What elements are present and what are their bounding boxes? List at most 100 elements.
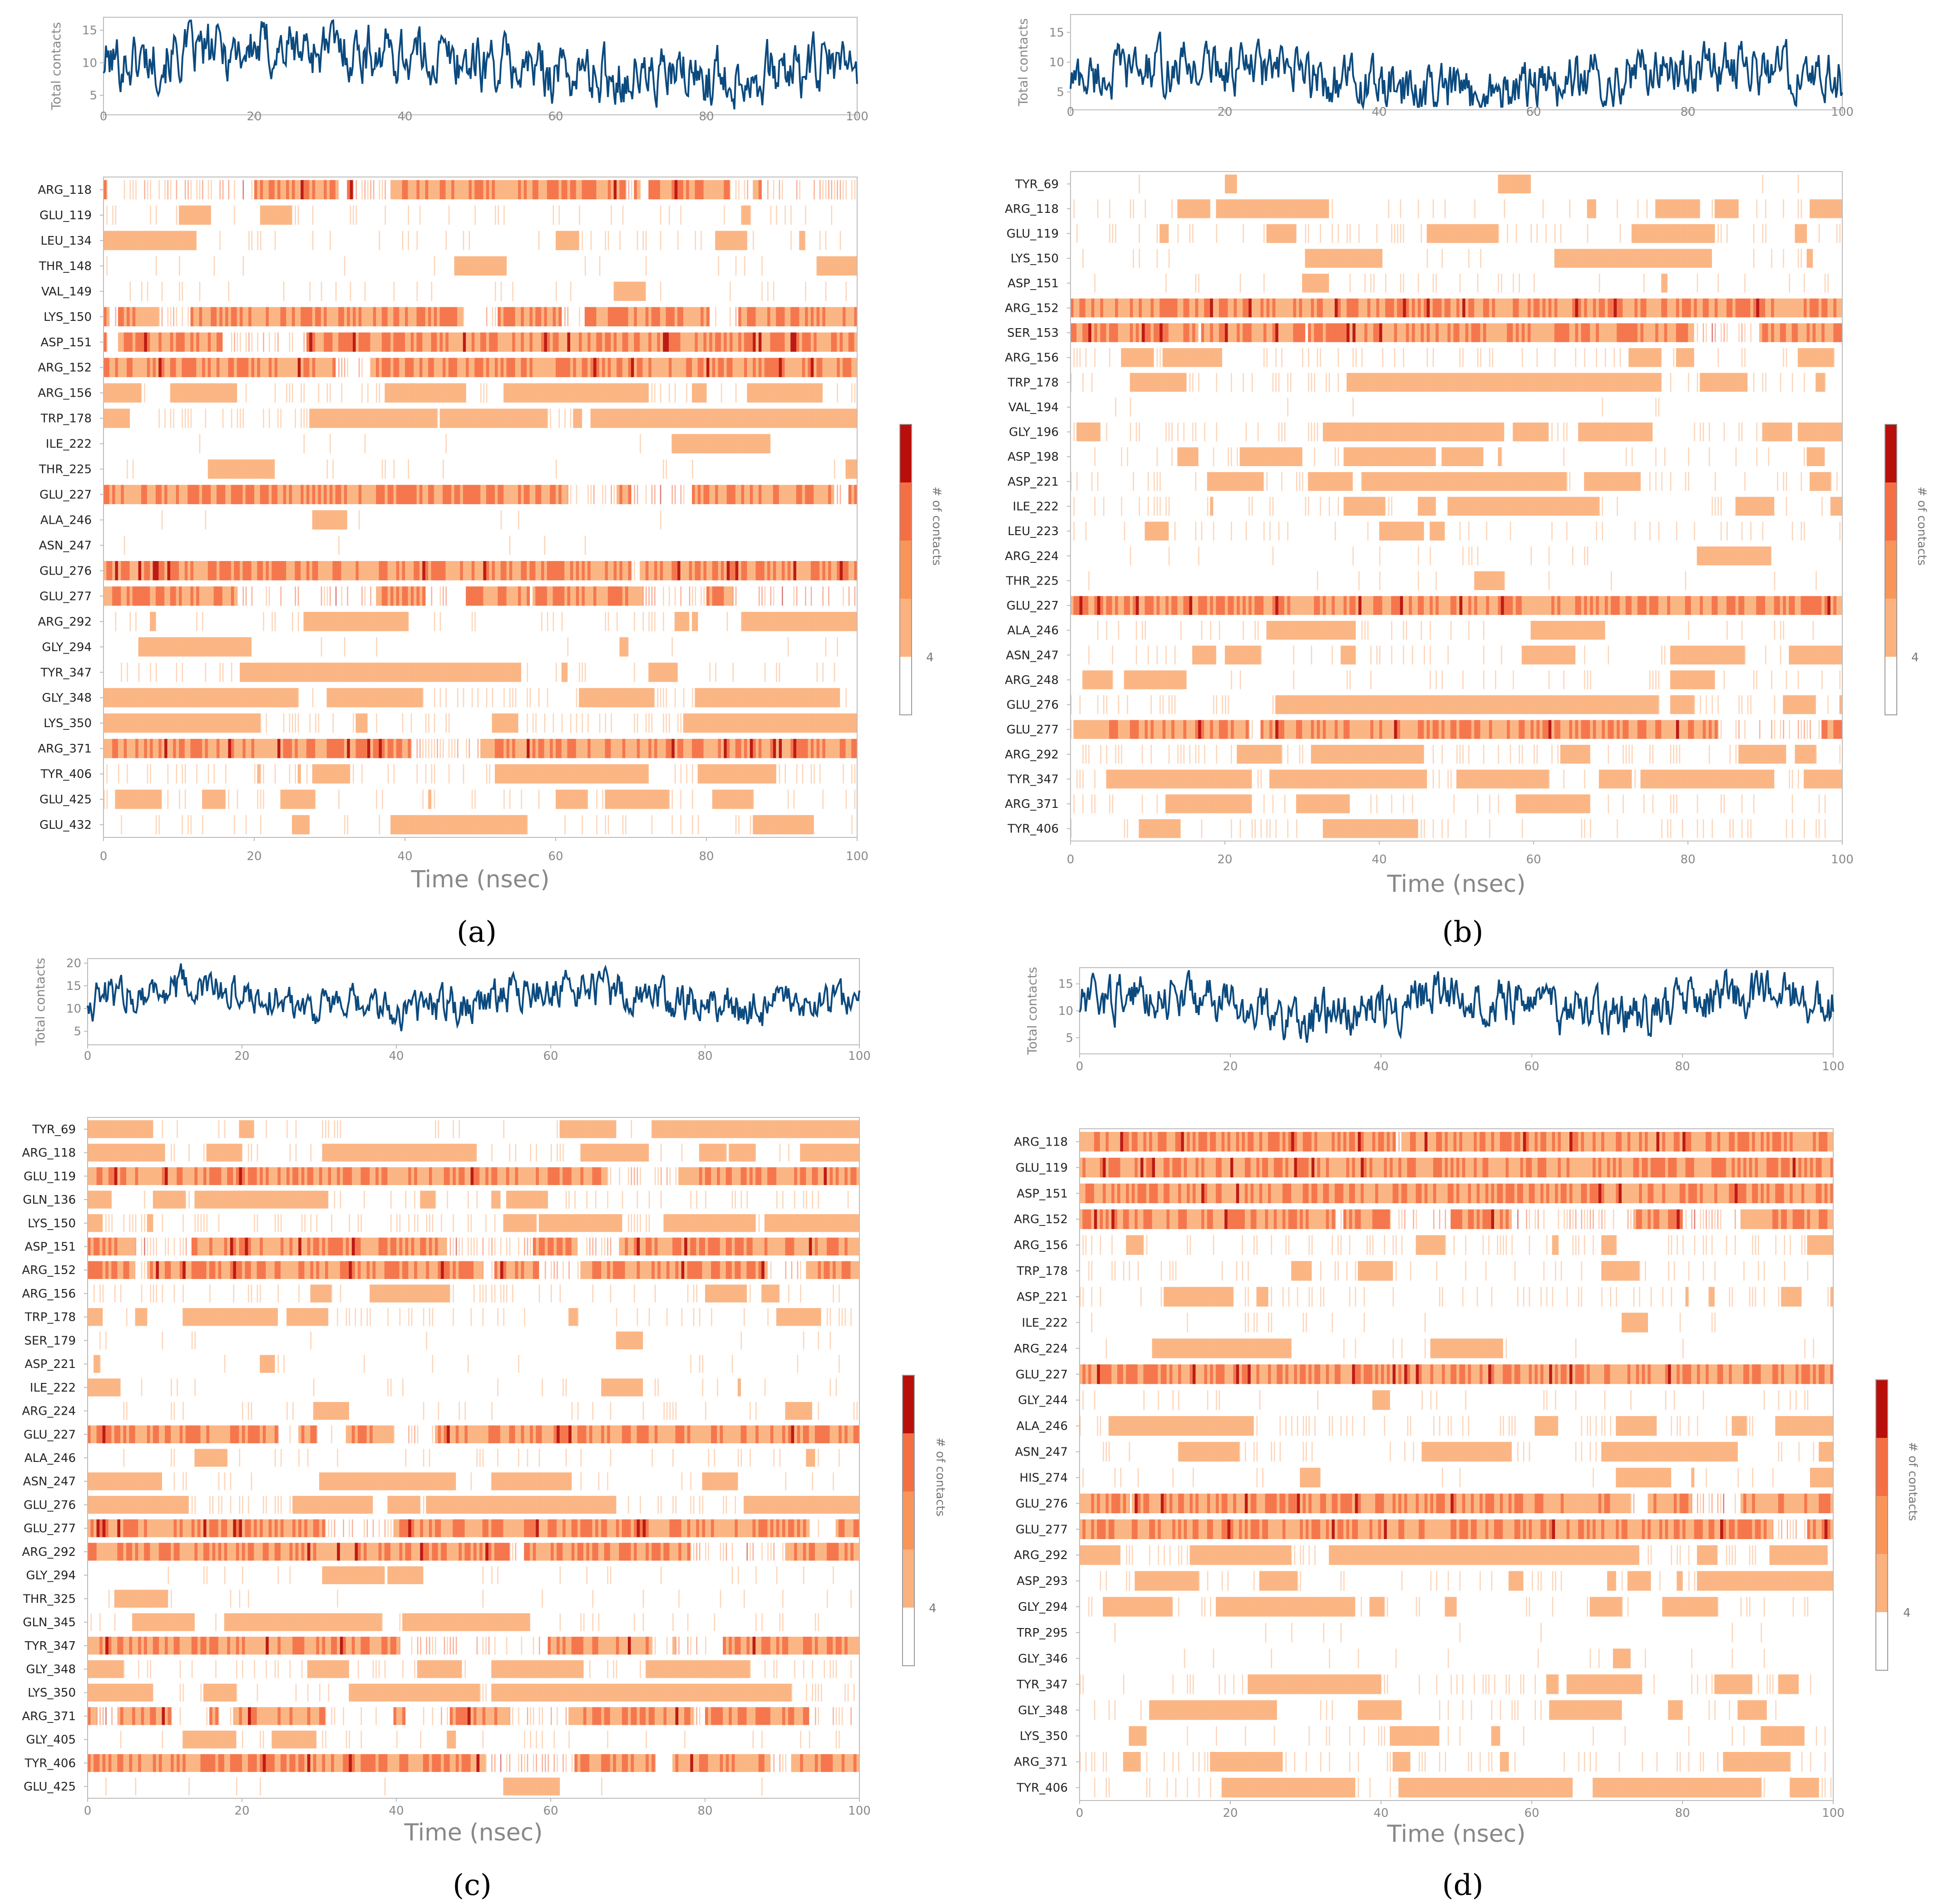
contact-cell: [324, 180, 327, 200]
contact-cell: [1679, 224, 1682, 243]
contact-cell: [457, 383, 460, 403]
contact-cell: [1091, 422, 1095, 442]
contact-cell: [805, 586, 806, 606]
contact-cell: [715, 408, 719, 428]
contact-cell: [561, 713, 563, 733]
contact-cell: [529, 688, 531, 708]
contact-cell: [347, 307, 350, 326]
contact-cell: [1430, 298, 1433, 318]
contact-cell: [854, 485, 858, 504]
contact-cell: [387, 358, 391, 377]
contact-cell: [1421, 323, 1424, 342]
contact-cell: [295, 561, 298, 581]
contact-cell: [636, 485, 638, 504]
contact-cell: [1388, 199, 1390, 218]
contact-cell: [425, 332, 429, 352]
contact-cell: [1661, 199, 1665, 218]
contact-cell: [153, 586, 156, 606]
contact-cell: [353, 332, 356, 352]
contact-cell: [593, 586, 597, 606]
contact-cell: [1302, 274, 1306, 293]
contact-cell: [1664, 224, 1668, 243]
contact-cell: [1720, 224, 1722, 243]
contact-cell: [753, 713, 756, 733]
contact-cell: [1741, 348, 1743, 367]
contact-cell: [758, 561, 762, 581]
contact-cell: [295, 485, 298, 504]
contact-cell: [645, 485, 647, 504]
contact-cell: [1180, 348, 1184, 367]
contact-cell: [1385, 373, 1389, 392]
contact-cell: [776, 688, 780, 708]
contact-cell: [521, 408, 524, 428]
contact-cell: [828, 307, 832, 326]
contact-cell: [1254, 298, 1258, 318]
contact-cell: [1195, 323, 1199, 342]
contact-cell: [257, 459, 261, 479]
contact-cell: [480, 256, 484, 276]
contact-cell: [776, 408, 780, 428]
contact-cell: [579, 586, 582, 606]
contact-cell: [654, 561, 658, 581]
contact-cell: [135, 180, 137, 200]
contact-cell: [1676, 348, 1679, 367]
contact-cell: [753, 561, 756, 581]
heatmap-row-asp_151: [104, 332, 858, 352]
contact-cell: [129, 307, 133, 326]
contact-cell: [1483, 298, 1486, 318]
contact-cell: [379, 663, 382, 682]
contact-cell: [245, 383, 247, 403]
contact-cell: [1231, 298, 1234, 318]
contact-cell: [1183, 323, 1187, 342]
contact-cell: [634, 485, 635, 504]
contact-cell: [1400, 373, 1403, 392]
contact-cell: [335, 738, 339, 758]
contact-cell: [115, 713, 118, 733]
contact-cell: [628, 281, 632, 301]
contact-cell: [845, 688, 847, 708]
contact-cell: [1168, 249, 1170, 268]
contact-cell: [640, 383, 643, 403]
contact-cell: [1216, 298, 1219, 318]
contact-cell: [825, 738, 829, 758]
contact-cell: [686, 408, 690, 428]
contact-cell: [173, 561, 177, 581]
contact-cell: [1231, 323, 1234, 342]
contact-cell: [1115, 224, 1116, 243]
contact-cell: [692, 408, 696, 428]
contact-cell: [509, 408, 513, 428]
contact-cell: [758, 713, 762, 733]
contact-cell: [674, 561, 678, 581]
contact-cell: [848, 612, 852, 631]
contact-cell: [312, 231, 314, 251]
contact-cell: [726, 408, 730, 428]
contact-cell: [1818, 323, 1822, 342]
contact-cell: [544, 586, 548, 606]
contact-cell: [506, 815, 510, 835]
contact-cell: [538, 485, 542, 504]
contact-cell: [321, 358, 324, 377]
contact-cell: [463, 231, 464, 251]
contact-cell: [385, 586, 388, 606]
contact-cell: [1545, 373, 1549, 392]
contact-cell: [271, 485, 275, 504]
contact-cell: [848, 256, 852, 276]
contact-cell: [451, 485, 455, 504]
contact-cell: [640, 738, 643, 758]
contact-cell: [1702, 224, 1706, 243]
contact-cell: [730, 789, 733, 809]
contact-cell: [1328, 298, 1332, 318]
contact-cell: [1266, 348, 1268, 367]
contact-cell: [709, 663, 710, 682]
contact-cell: [744, 789, 747, 809]
contact-cell: [1566, 249, 1569, 268]
contact-cell: [1706, 373, 1709, 392]
contact-cell: [408, 231, 409, 251]
contact-cell: [750, 688, 753, 708]
contact-cell: [289, 358, 292, 377]
contact-cell: [758, 332, 762, 352]
contact-cell: [822, 612, 826, 631]
contact-cell: [515, 180, 518, 200]
contact-cell: [121, 738, 124, 758]
contact-cell: [518, 180, 521, 200]
